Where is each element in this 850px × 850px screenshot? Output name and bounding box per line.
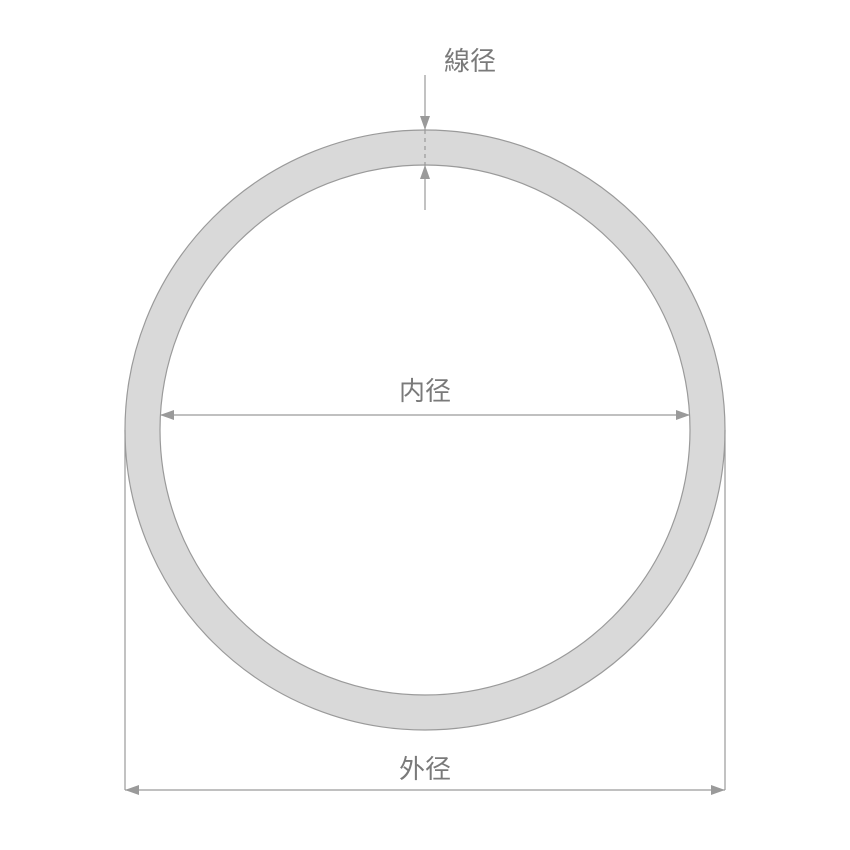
inner-diameter-label: 内径: [399, 376, 451, 406]
arrow-right-icon: [676, 410, 690, 420]
arrow-right-icon: [711, 785, 725, 795]
wire-diameter-label: 線径: [444, 46, 496, 76]
ring-shape: [125, 130, 725, 730]
arrow-left-icon: [160, 410, 174, 420]
outer-diameter-label: 外径: [399, 754, 451, 784]
arrow-left-icon: [125, 785, 139, 795]
ring-diagram: 線径内径外径: [0, 0, 850, 850]
arrow-up-icon: [420, 165, 430, 179]
arrow-down-icon: [420, 116, 430, 130]
